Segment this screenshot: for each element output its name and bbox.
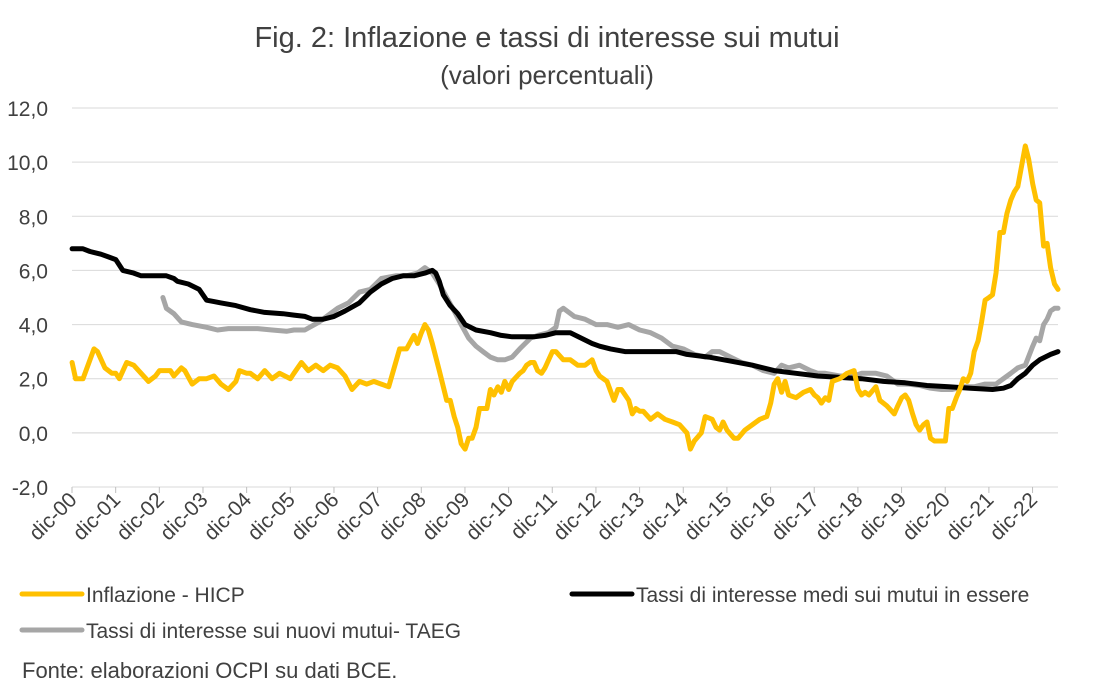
legend-label-2: Tassi di interesse medi sui mutui in ess…	[636, 584, 1029, 607]
y-tick-label: 6,0	[19, 260, 48, 283]
x-tick-label: dic-12	[549, 488, 606, 545]
x-tick-label: dic-19	[854, 488, 911, 545]
y-tick-label: 0,0	[19, 423, 48, 446]
x-tick-label: dic-10	[461, 488, 518, 545]
x-tick-label: dic-09	[418, 488, 475, 545]
x-tick-label: dic-07	[330, 488, 387, 545]
x-tick-label: dic-18	[811, 488, 868, 545]
x-tick-label: dic-16	[723, 488, 780, 545]
chart-title: Fig. 2: Inflazione e tassi di interesse …	[254, 22, 840, 54]
chart-subtitle: (valori percentuali)	[440, 60, 654, 90]
x-tick-label: dic-03	[156, 488, 213, 545]
x-tick-label: dic-08	[374, 488, 431, 545]
y-tick-label: 2,0	[19, 369, 48, 392]
y-tick-label: -2,0	[12, 477, 48, 500]
x-tick-label: dic-06	[287, 488, 344, 545]
series-line-2	[69, 246, 1061, 392]
y-tick-label: 8,0	[19, 206, 48, 229]
y-tick-label: 10,0	[7, 152, 48, 175]
y-tick-label: 4,0	[19, 315, 48, 338]
x-tick-label: dic-14	[636, 488, 693, 545]
chart-source-note: Fonte: elaborazioni OCPI su dati BCE.	[22, 658, 398, 683]
x-tick-label: dic-05	[243, 488, 300, 545]
x-tick-label: dic-21	[942, 488, 999, 545]
x-tick-label: dic-04	[199, 488, 256, 545]
legend-label-1: Inflazione - HICP	[86, 584, 245, 607]
legend-label-3: Tassi di interesse sui nuovi mutui- TAEG	[86, 620, 461, 643]
x-tick-label: dic-02	[112, 488, 169, 545]
x-tick-label: dic-22	[985, 488, 1042, 545]
x-tick-label: dic-13	[592, 488, 649, 545]
x-tick-label: dic-01	[68, 488, 125, 545]
x-tick-label: dic-11	[506, 488, 562, 544]
x-tick-label: dic-15	[680, 488, 737, 545]
series-line-1	[69, 143, 1061, 452]
y-tick-label: 12,0	[7, 98, 48, 121]
x-tick-label: dic-17	[767, 488, 824, 545]
x-tick-label: dic-20	[898, 488, 955, 545]
